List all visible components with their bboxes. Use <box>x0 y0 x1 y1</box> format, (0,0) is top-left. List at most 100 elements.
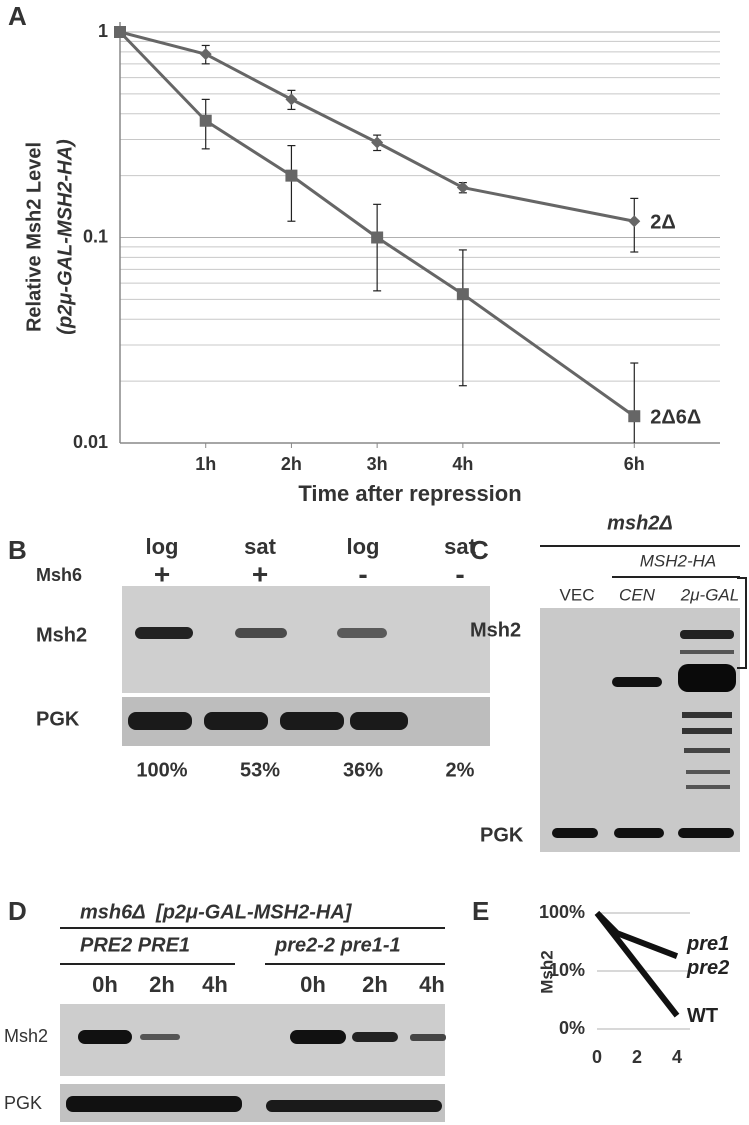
band <box>66 1096 242 1112</box>
sign: + <box>252 558 268 589</box>
marker <box>628 410 641 423</box>
error-bar <box>458 249 467 387</box>
row-label: Msh6 <box>36 565 82 585</box>
band <box>337 628 387 638</box>
condition: sat <box>444 534 476 559</box>
y-tick-label: 100% <box>539 902 585 922</box>
marker <box>456 288 469 301</box>
marker <box>285 93 298 106</box>
series-line <box>118 30 636 418</box>
blot-b: log sat log sat Msh6 + + - - Msh2 PGK 10… <box>36 534 490 781</box>
y-axis-label: (p2μ-GAL-MSH2-HA) <box>54 139 76 335</box>
blot-d: msh6Δ [p2μ-GAL-MSH2-HA] PRE2 PRE1 pre2-2… <box>4 901 446 1122</box>
percent: 36% <box>343 759 383 781</box>
percent: 53% <box>240 759 280 781</box>
band <box>128 712 192 730</box>
band-label: Msh2 <box>4 1026 48 1046</box>
band-label: PGK <box>480 824 524 846</box>
band <box>684 748 730 753</box>
series-label: 2Δ <box>650 212 676 234</box>
sign: - <box>358 558 367 589</box>
strain: msh2Δ <box>607 512 673 534</box>
series-line <box>594 910 679 959</box>
blot-c: msh2Δ MSH2-HA VEC CEN 2μ-GAL Msh2 PGK <box>470 512 747 852</box>
band <box>235 628 287 638</box>
band <box>352 1032 398 1042</box>
x-tick-label: 3h <box>367 454 388 474</box>
series-label: 2Δ6Δ <box>650 406 701 428</box>
x-tick-label: 1h <box>195 454 216 474</box>
group-label: PRE2 PRE1 <box>80 934 190 956</box>
y-tick-label: 0.01 <box>73 432 108 452</box>
band <box>350 712 408 730</box>
x-axis-label: Time after repression <box>298 481 521 506</box>
error-bar <box>373 203 382 292</box>
x-tick-label: 4 <box>672 1047 682 1067</box>
band <box>140 1034 180 1040</box>
panel-label: D <box>8 896 27 926</box>
x-tick-label: 4h <box>452 454 473 474</box>
band <box>678 664 736 692</box>
series-label: pre1 pre2 <box>687 933 730 980</box>
marker <box>371 136 384 149</box>
band <box>552 828 598 838</box>
y-tick-label: 1 <box>98 21 108 41</box>
band <box>686 785 730 789</box>
y-axis-label: Msh2 <box>537 950 556 993</box>
band <box>290 1030 346 1044</box>
marker <box>285 169 298 182</box>
panel-label: C <box>470 535 489 565</box>
band <box>280 712 344 730</box>
band <box>78 1030 132 1044</box>
error-bar <box>630 362 639 443</box>
band-label: Msh2 <box>36 624 87 646</box>
bracket <box>737 577 747 669</box>
band <box>680 630 734 639</box>
band <box>614 828 664 838</box>
lane-label: 2h <box>362 972 388 997</box>
x-tick-label: 2 <box>632 1047 642 1067</box>
band <box>135 627 193 639</box>
lane-label: 4h <box>202 972 228 997</box>
band <box>682 728 732 734</box>
lane-label: 2h <box>149 972 175 997</box>
marker <box>199 114 212 127</box>
construct: MSH2-HA <box>640 551 717 570</box>
panel-label: B <box>8 535 27 565</box>
lane-label: 4h <box>419 972 445 997</box>
marker <box>371 231 384 244</box>
band <box>686 770 730 774</box>
band-label: PGK <box>4 1093 42 1113</box>
error-bar <box>287 145 296 222</box>
panel-label: E <box>472 896 489 926</box>
marker <box>628 215 641 228</box>
percent: 100% <box>136 759 187 781</box>
y-axis-label: Relative Msh2 Level <box>23 142 45 332</box>
band <box>204 712 268 730</box>
lane-label: 0h <box>300 972 326 997</box>
condition: sat <box>244 534 276 559</box>
marker <box>114 26 126 38</box>
marker <box>456 181 469 194</box>
sign: + <box>154 558 170 589</box>
percent: 2% <box>446 759 475 781</box>
band-label: PGK <box>36 708 80 730</box>
band-label: Msh2 <box>470 619 521 641</box>
band <box>410 1034 446 1041</box>
x-tick-label: 0 <box>592 1047 602 1067</box>
x-tick-label: 6h <box>624 454 645 474</box>
y-tick-label: 10% <box>549 960 585 980</box>
band <box>680 650 734 654</box>
series-label: WT <box>687 1004 719 1027</box>
y-tick-label: 0% <box>559 1018 585 1038</box>
lane-label: 2μ-GAL <box>680 585 739 604</box>
band <box>682 712 732 718</box>
blot-membrane <box>122 586 490 693</box>
condition: log <box>146 534 179 559</box>
lane-label: 0h <box>92 972 118 997</box>
series-line <box>119 30 635 223</box>
x-tick-label: 2h <box>281 454 302 474</box>
y-tick-label: 0.1 <box>83 226 108 246</box>
